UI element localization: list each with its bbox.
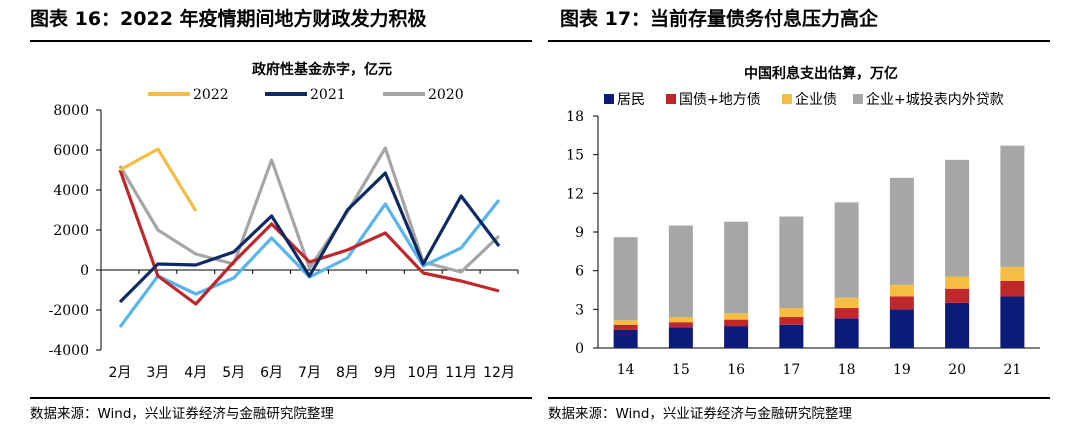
x-tick-label: 18 — [838, 362, 856, 378]
line-series-2022 — [119, 147, 198, 212]
bar-segment-14-0 — [613, 329, 638, 348]
bar-segment-15-3 — [668, 225, 693, 318]
bar-segment-14-1 — [613, 324, 638, 330]
bar-segment-19-0 — [889, 309, 914, 348]
legend-label-1: 国债+地方债 — [679, 92, 761, 108]
bar-segment-19-1 — [889, 296, 914, 310]
legend-swatch-2 — [782, 94, 792, 104]
y-tick-label: 6 — [575, 264, 584, 280]
bar-segment-18-0 — [834, 318, 859, 348]
bar-segment-21-2 — [1000, 266, 1025, 281]
x-tick-label: 15 — [672, 362, 690, 378]
y-tick-label: 4000 — [53, 183, 89, 199]
bar-segment-15-2 — [668, 317, 693, 323]
x-tick-label: 6月 — [260, 365, 283, 381]
bar-segment-16-3 — [724, 221, 749, 314]
x-tick-label: 2月 — [108, 365, 131, 381]
x-tick-label: 20 — [948, 362, 966, 378]
line-series-unlabeled-4 — [118, 169, 500, 306]
y-tick-label: 8000 — [53, 103, 89, 119]
legend-label-0: 居民 — [617, 92, 645, 108]
legend-label-2021: 2021 — [310, 87, 346, 103]
y-tick-label: 0 — [80, 263, 89, 279]
bar-segment-15-1 — [668, 322, 693, 328]
bar-segment-18-2 — [834, 297, 859, 309]
x-tick-label: 12月 — [483, 365, 515, 381]
bar-segment-18-3 — [834, 202, 859, 298]
x-tick-label: 10月 — [407, 365, 439, 381]
bar-segment-21-1 — [1000, 280, 1025, 297]
line-chart-title: 政府性基金赤字，亿元 — [252, 61, 392, 78]
bar-segment-19-2 — [889, 284, 914, 297]
x-tick-label: 16 — [727, 362, 745, 378]
legend-label-2022: 2022 — [193, 87, 229, 103]
x-tick-label: 4月 — [184, 365, 207, 381]
x-tick-label: 3月 — [146, 365, 169, 381]
x-tick-label: 17 — [782, 362, 800, 378]
bar-segment-20-1 — [945, 288, 970, 303]
left-panel-title: 图表 16：2022 年疫情期间地方财政发力积极 — [30, 8, 427, 30]
bar-chart-title: 中国利息支出估算，万亿 — [744, 65, 898, 82]
y-tick-label: 12 — [566, 186, 584, 202]
left-top-rule — [30, 40, 532, 42]
y-tick-label: 2000 — [53, 223, 89, 239]
bar-segment-21-0 — [1000, 296, 1025, 348]
line-series-2020 — [118, 146, 501, 274]
bar-segment-16-2 — [724, 313, 749, 320]
y-tick-label: 6000 — [53, 143, 89, 159]
bar-segment-19-3 — [889, 177, 914, 285]
x-tick-label: 9月 — [374, 365, 397, 381]
y-tick-label: 18 — [566, 109, 584, 125]
bar-segment-17-0 — [779, 324, 804, 348]
bar-segment-20-3 — [945, 159, 970, 277]
legend-label-2020: 2020 — [428, 87, 464, 103]
bar-segment-17-3 — [779, 216, 804, 309]
bar-segment-18-1 — [834, 308, 859, 319]
right-panel-title: 图表 17：当前存量债务付息压力高企 — [560, 8, 879, 30]
legend-swatch-3 — [853, 94, 863, 104]
bar-segment-14-3 — [613, 237, 638, 321]
bar-segment-20-2 — [945, 276, 970, 289]
y-tick-label: 3 — [575, 302, 584, 318]
x-tick-label: 19 — [893, 362, 911, 378]
left-source-note: 数据来源：Wind，兴业证券经济与金融研究院整理 — [30, 406, 334, 422]
legend-swatch-0 — [604, 94, 614, 104]
x-tick-label: 5月 — [222, 365, 245, 381]
bar-segment-20-0 — [945, 302, 970, 348]
legend-label-3: 企业+城投表内外贷款 — [866, 91, 1004, 108]
x-tick-label: 14 — [617, 362, 635, 378]
right-top-rule — [548, 40, 1050, 42]
bar-segment-16-0 — [724, 326, 749, 348]
bar-segment-16-1 — [724, 319, 749, 327]
y-tick-label: 0 — [575, 341, 584, 357]
x-tick-label: 21 — [1003, 362, 1021, 378]
bar-segment-17-1 — [779, 317, 804, 325]
bar-segment-21-3 — [1000, 145, 1025, 267]
y-tick-label: 9 — [575, 225, 584, 241]
bar-segment-14-2 — [613, 320, 638, 325]
y-tick-label: 15 — [566, 148, 584, 164]
x-tick-label: 11月 — [445, 365, 477, 381]
bar-segment-15-0 — [668, 327, 693, 348]
legend-label-2: 企业债 — [795, 91, 837, 108]
line-series-2021 — [118, 171, 501, 304]
bar-segment-17-2 — [779, 308, 804, 318]
x-tick-label: 7月 — [298, 365, 321, 381]
right-source-note: 数据来源：Wind，兴业证券经济与金融研究院整理 — [548, 406, 852, 422]
y-tick-label: -2000 — [49, 303, 89, 319]
x-tick-label: 8月 — [336, 365, 359, 381]
y-tick-label: -4000 — [49, 343, 89, 359]
left-bottom-rule — [30, 397, 532, 399]
legend-swatch-1 — [666, 94, 676, 104]
right-bottom-rule — [548, 397, 1050, 399]
